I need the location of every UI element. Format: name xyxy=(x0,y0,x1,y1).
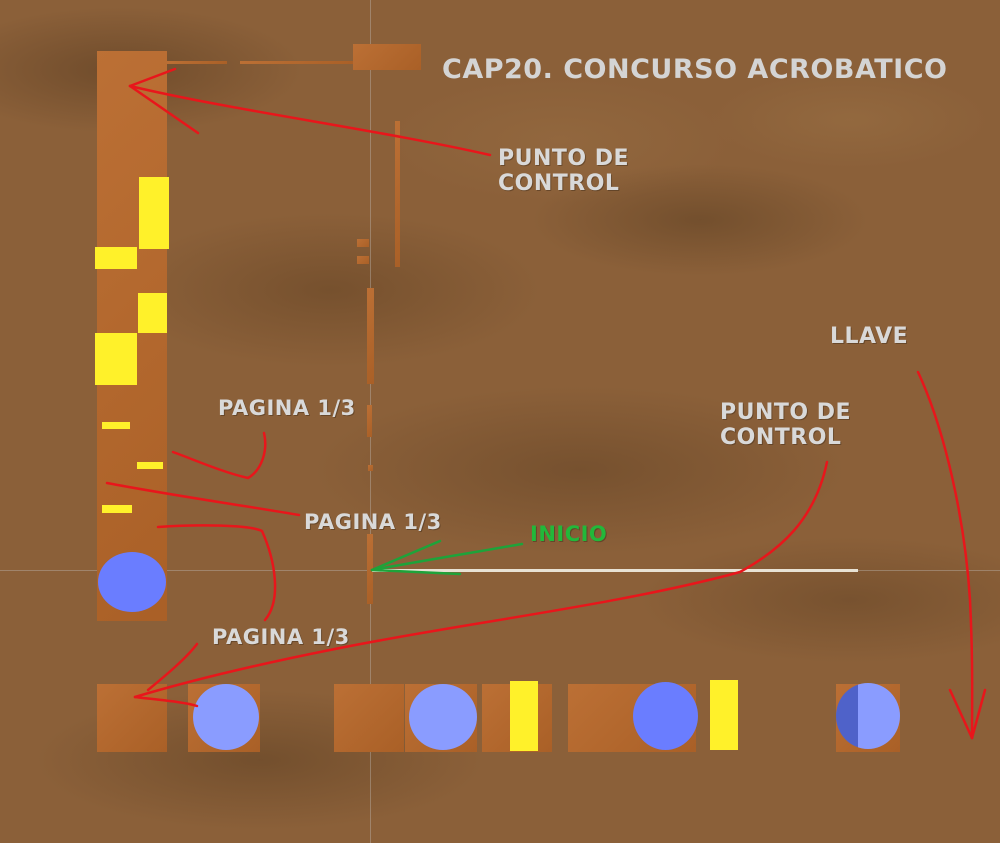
key-label: LLAVE xyxy=(830,324,909,349)
page-label: PAGINA 1/3 xyxy=(304,510,442,534)
thin-beam xyxy=(167,61,227,64)
yellow-block xyxy=(102,505,132,513)
vertical-pole xyxy=(367,405,372,437)
yellow-block xyxy=(139,177,169,249)
arrow-icon xyxy=(970,688,987,740)
level-title: CAP20. CONCURSO ACROBATICO xyxy=(442,54,948,85)
orb-icon xyxy=(836,683,900,749)
arrow-icon xyxy=(128,67,177,88)
arrow-icon xyxy=(948,688,974,740)
checkpoint-label-line: PUNTO DE xyxy=(720,400,852,425)
checkpoint-label-line: CONTROL xyxy=(720,425,842,451)
small-platform xyxy=(357,256,369,264)
checkpoint-label: PUNTO DE CONTROL xyxy=(720,400,860,451)
arrow-icon xyxy=(171,431,267,480)
start-pole xyxy=(367,534,373,604)
start-label: INICIO xyxy=(530,522,608,546)
orb-icon xyxy=(409,684,477,750)
arrow-icon xyxy=(133,460,829,699)
orb-icon xyxy=(633,682,698,750)
yellow-block xyxy=(102,422,130,429)
yellow-block xyxy=(710,680,738,750)
vertical-pole xyxy=(367,288,374,384)
thin-beam xyxy=(240,61,353,64)
arrow-icon xyxy=(370,568,462,576)
small-marker xyxy=(368,465,373,471)
arrow-icon xyxy=(133,695,199,708)
checkpoint-label: PUNTO DE CONTROL xyxy=(498,146,638,197)
arrow-icon xyxy=(146,642,199,692)
arrow-icon xyxy=(105,481,301,517)
checkpoint-label-line: CONTROL xyxy=(498,171,620,197)
orb-icon xyxy=(193,684,259,750)
vertical-pole xyxy=(395,121,400,267)
bottom-block xyxy=(334,684,404,752)
arrow-icon xyxy=(916,370,974,740)
start-rail xyxy=(372,569,858,572)
yellow-block xyxy=(138,293,167,333)
floating-platform xyxy=(353,44,421,70)
arrow-icon xyxy=(128,84,200,135)
arrow-icon xyxy=(128,84,492,157)
yellow-block xyxy=(95,247,137,269)
yellow-block xyxy=(510,681,538,751)
yellow-block xyxy=(95,333,137,385)
checkpoint-label-line: PUNTO DE xyxy=(498,146,630,171)
bottom-block xyxy=(97,684,167,752)
arrow-icon xyxy=(156,524,277,622)
arrow-icon xyxy=(370,539,442,572)
yellow-block xyxy=(137,462,163,469)
small-platform xyxy=(357,239,369,247)
orb-icon xyxy=(98,552,166,612)
page-label: PAGINA 1/3 xyxy=(218,396,356,420)
page-label: PAGINA 1/3 xyxy=(212,625,350,649)
arrow-icon xyxy=(370,542,524,572)
